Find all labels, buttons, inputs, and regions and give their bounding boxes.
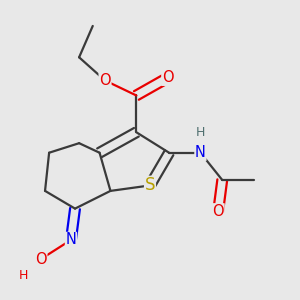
Text: O: O [99, 73, 111, 88]
Text: H: H [19, 269, 28, 282]
Text: O: O [212, 204, 224, 219]
Text: N: N [65, 232, 76, 247]
Text: S: S [145, 176, 155, 194]
Text: O: O [162, 70, 173, 85]
Text: H: H [196, 126, 205, 139]
Text: N: N [195, 145, 206, 160]
Text: O: O [35, 252, 47, 267]
